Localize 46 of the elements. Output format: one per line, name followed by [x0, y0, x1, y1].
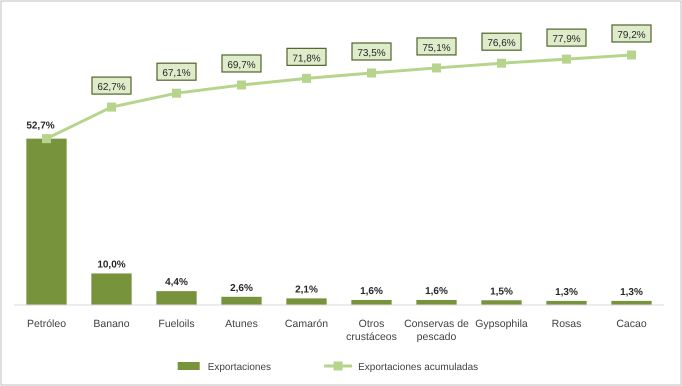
data-label: 1,3% [620, 286, 644, 298]
point [42, 134, 51, 144]
point [237, 80, 246, 90]
legend-label: Exportaciones acumuladas [358, 362, 478, 373]
x-tick-label: Petróleo [26, 318, 66, 330]
point [367, 68, 376, 78]
data-label: 1,3% [555, 286, 578, 298]
data-label: 69,7% [227, 60, 256, 71]
bar [91, 273, 132, 305]
data-label: 67,1% [162, 68, 191, 80]
data-label: 4,4% [165, 277, 188, 288]
bar [221, 296, 262, 305]
x-tick-label: Camarón [284, 318, 328, 330]
bar [286, 298, 327, 305]
point [627, 50, 636, 60]
x-tick-label: Cacao [616, 318, 647, 330]
x-tick-label: Fueloils [158, 318, 195, 330]
data-label: 1,5% [490, 286, 514, 298]
point [432, 63, 441, 72]
x-tick-label: Banano [93, 318, 130, 330]
point [302, 74, 311, 83]
x-tick-label: Rosas [552, 318, 582, 330]
point [172, 88, 181, 98]
data-label: 75,1% [422, 42, 451, 54]
x-tick-label: Gypsophila [475, 318, 528, 330]
point [107, 102, 116, 112]
bar [26, 138, 67, 305]
x-tick-label: Otros crustáceos [346, 318, 397, 343]
data-label: 2,1% [295, 284, 318, 296]
x-tick-label: Atunes [225, 318, 258, 330]
data-label: 77,9% [552, 34, 581, 46]
data-label: 1,6% [360, 286, 384, 297]
data-label: 2,6% [230, 282, 254, 294]
data-label: 79,2% [617, 30, 646, 41]
data-label: 76,6% [487, 38, 516, 50]
data-label: 62,7% [97, 82, 126, 94]
data-label: 71,8% [292, 53, 321, 64]
x-tick-label: Conservas de pescado [404, 318, 470, 343]
data-label: 10,0% [97, 259, 126, 270]
legend-label: Exportaciones [208, 362, 272, 373]
point [497, 58, 506, 68]
data-label: 73,5% [357, 48, 386, 59]
data-label: 1,6% [425, 286, 448, 297]
data-label: 52,7% [26, 120, 55, 132]
bar [156, 291, 197, 305]
point [562, 54, 571, 64]
